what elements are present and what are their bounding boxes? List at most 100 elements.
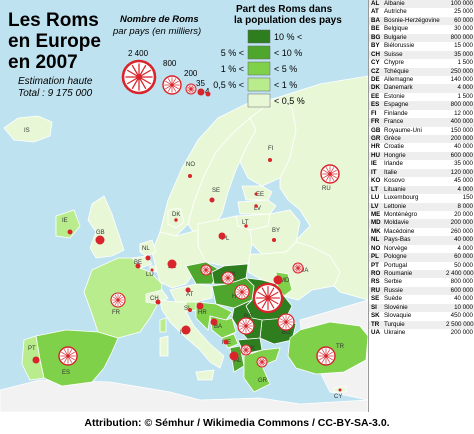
country-code: CZ: [371, 67, 380, 75]
country-code: CY: [371, 59, 380, 67]
roma-count-markers: [32, 158, 342, 392]
island-sardinia: [159, 335, 169, 357]
country-value: 60 000: [454, 16, 473, 24]
size-legend-title-2: par pays (en milliers): [112, 26, 201, 37]
map-label-ba: BA: [214, 324, 222, 330]
country-value: 450 000: [450, 312, 473, 320]
country-name: Tchéquie: [384, 67, 409, 75]
country-ie: [55, 209, 81, 239]
marker-si: [188, 308, 192, 312]
marker-tr: [316, 346, 336, 366]
country-code: BG: [371, 33, 381, 41]
map-label-ie: IE: [62, 218, 68, 224]
country-name: Bulgarie: [384, 33, 407, 41]
country-name: Irlande: [384, 160, 403, 168]
country-value: 150: [462, 194, 473, 202]
country-code: SE: [371, 295, 380, 303]
marker-ee: [254, 192, 258, 196]
country-value: 1 500: [457, 92, 473, 100]
country-code: GR: [371, 135, 381, 142]
marker-pt: [32, 356, 40, 364]
size-legend-value-800: 800: [163, 59, 177, 68]
country-table-row: FR France 400 000: [369, 118, 474, 127]
marker-ro: [252, 282, 284, 314]
total-label: Total : 9 175 000: [18, 88, 93, 99]
country-code: EE: [371, 92, 380, 100]
country-value: 800 000: [450, 33, 473, 41]
country-table-row: NL Pays-Bas 40 000: [369, 236, 474, 245]
country-name: France: [384, 118, 404, 126]
country-name: Autriche: [384, 8, 407, 16]
country-nl: [139, 239, 157, 257]
country-table-row: DK Danemark 4 000: [369, 84, 474, 93]
share-legend-label-right: < 5 %: [274, 64, 297, 74]
country-name: Chypre: [384, 59, 404, 67]
country-value: 45 000: [454, 177, 473, 185]
map-label-hr: HR: [198, 310, 207, 316]
size-legend-symbol: [162, 75, 182, 95]
country-table-row: MD Moldavie 200 000: [369, 219, 474, 228]
marker-at: [185, 287, 191, 293]
country-code: SK: [371, 312, 380, 320]
country-name: Finlande: [384, 109, 408, 117]
country-code: BE: [371, 25, 380, 33]
title-block: Les Roms en Europe en 2007 Estimation ha…: [8, 10, 101, 99]
country-table-row: SI Slovénie 10 000: [369, 303, 474, 313]
map-label-nl: NL: [142, 246, 150, 252]
country-value: 20 000: [454, 210, 473, 218]
size-legend-symbol: [185, 83, 197, 95]
country-value: 260 000: [450, 227, 473, 235]
marker-ie: [67, 229, 73, 235]
marker-no: [188, 174, 192, 178]
share-legend-swatch: [247, 45, 271, 60]
country-table-row: CY Chypre 1 500: [369, 59, 474, 67]
marker-gr: [256, 356, 268, 368]
country-code: UA: [371, 329, 380, 337]
country-value: 40 000: [454, 143, 473, 151]
country-table-row: RO Roumanie 2 400 000: [369, 270, 474, 279]
map-label-gb: GB: [96, 230, 105, 236]
country-value: 2 500 000: [446, 320, 474, 328]
country-code: LV: [371, 202, 379, 210]
country-code: RO: [371, 270, 381, 277]
country-code: SI: [371, 303, 377, 311]
map-label-be: BE: [134, 260, 142, 266]
country-name: Hongrie: [384, 151, 406, 159]
size-legend-symbols: [121, 59, 211, 97]
share-legend-label-right: < 10 %: [274, 48, 302, 58]
attribution: Attribution: © Sémhur / Wikimedia Common…: [84, 417, 390, 429]
country-code: DK: [371, 84, 380, 92]
country-value: 200 000: [450, 135, 473, 142]
country-dk: [167, 207, 185, 229]
country-name: Italie: [384, 168, 398, 176]
size-legend-value-4: 4: [205, 87, 210, 96]
country-table-row: GR Grèce 200 000: [369, 135, 474, 144]
size-legend-symbol: [197, 88, 205, 96]
country-code: DE: [371, 75, 380, 83]
country-name: Biélorussie: [384, 42, 415, 50]
country-table-row: SK Slovaquie 450 000: [369, 312, 474, 320]
map-label-no: NO: [186, 162, 195, 168]
country-value: 400 000: [450, 118, 473, 126]
country-table-row: CH Suisse 35 000: [369, 50, 474, 60]
map-label-ua: UA: [300, 268, 308, 274]
country-value: 50 000: [454, 261, 473, 269]
island-sicily: [195, 369, 215, 381]
country-by: [249, 209, 301, 255]
size-legend-symbol: [121, 59, 157, 95]
share-legend-label-right: < 1 %: [274, 80, 297, 90]
country-code: PL: [371, 253, 379, 261]
country-table-row: LV Lettonie 8 000: [369, 202, 474, 211]
marker-ch: [155, 299, 161, 305]
country-name: Serbie: [384, 278, 402, 286]
country-code: NO: [371, 244, 381, 252]
size-legend-symbol: [205, 91, 211, 97]
country-name: Kosovo: [384, 177, 405, 185]
country-table-row: RS Serbie 800 000: [369, 278, 474, 286]
marker-hu: [234, 284, 250, 300]
country-table-row: RU Russie 600 000: [369, 286, 474, 296]
country-table-row: HU Hongrie 600 000: [369, 151, 474, 161]
country-code: KO: [371, 177, 381, 185]
share-legend-swatch: [247, 61, 271, 76]
country-name: Turquie: [384, 320, 405, 328]
